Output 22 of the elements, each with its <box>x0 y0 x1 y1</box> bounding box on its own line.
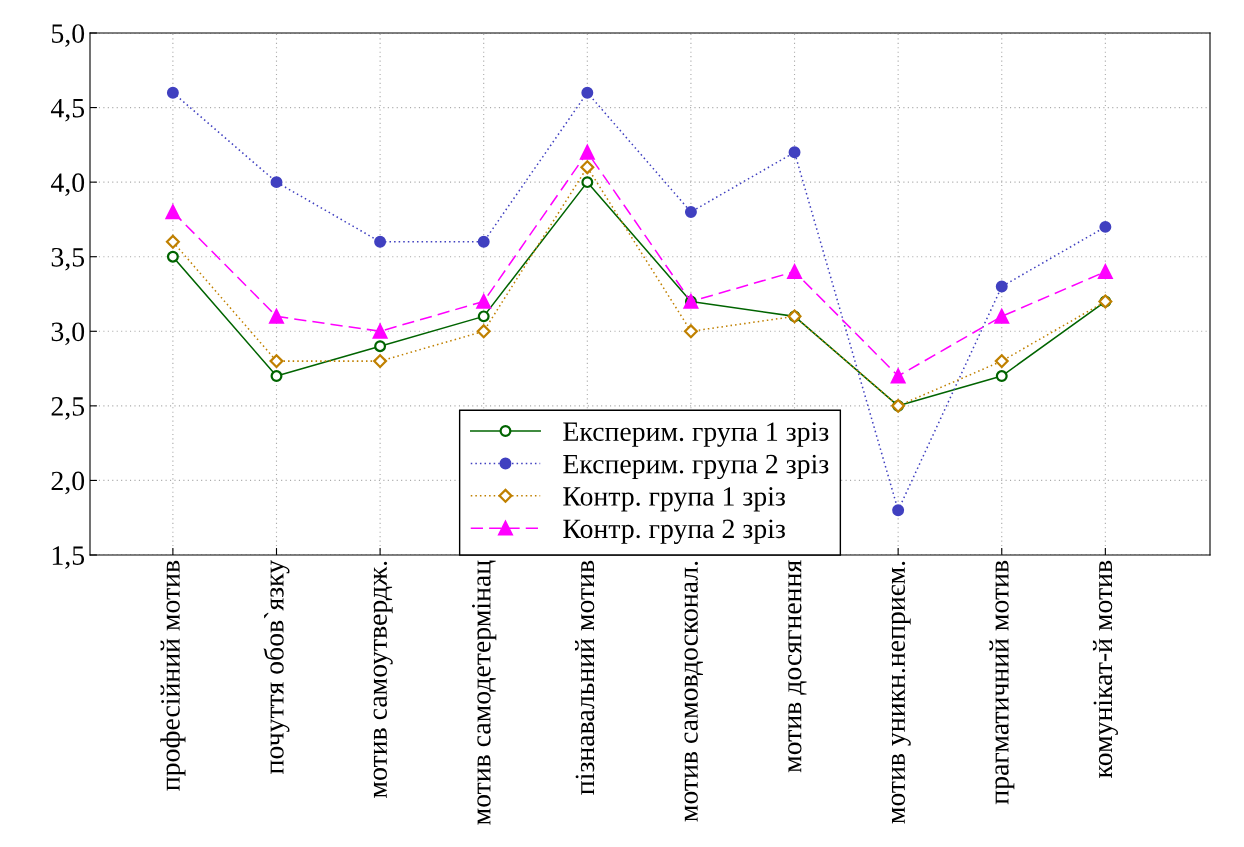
legend-label: Контр. група 2 зріз <box>563 519 785 544</box>
x-tick-label: прагматичний мотив <box>989 560 1015 805</box>
y-tick-label: 3,5 <box>51 247 85 271</box>
x-tick-label: комунікат-й мотив <box>1092 560 1118 778</box>
y-tick-label: 2,5 <box>51 397 85 420</box>
x-tick-label: почуття обов`язку <box>263 559 290 774</box>
y-tick-label: 4,0 <box>50 173 85 197</box>
legend-label: Експерим. група 1 зріз <box>563 422 829 447</box>
legend-label: Експерим. група 2 зріз <box>563 454 829 480</box>
y-tick-label: 5,0 <box>52 24 85 47</box>
x-tick-label: мотив самоутвердж. <box>373 561 393 798</box>
x-tick-label: мотив досягнення <box>788 560 807 773</box>
x-tick-label: професійний мотив <box>160 560 186 791</box>
y-tick-label: 4,5 <box>50 98 85 122</box>
y-tick-label: 1,5 <box>52 546 85 569</box>
x-tick-label: пізнавальний мотив <box>574 560 595 795</box>
x-tick-label: мотив уникн.неприєм. <box>891 561 911 824</box>
legend-label: Контр. група 1 зріз <box>563 487 785 512</box>
y-tick-label: 2,0 <box>51 471 85 495</box>
x-tick-label: мотив самодетермінац <box>472 560 497 825</box>
y-tick-label: 3,0 <box>51 322 85 346</box>
x-tick-label: мотив самовдосконал. <box>684 561 703 822</box>
